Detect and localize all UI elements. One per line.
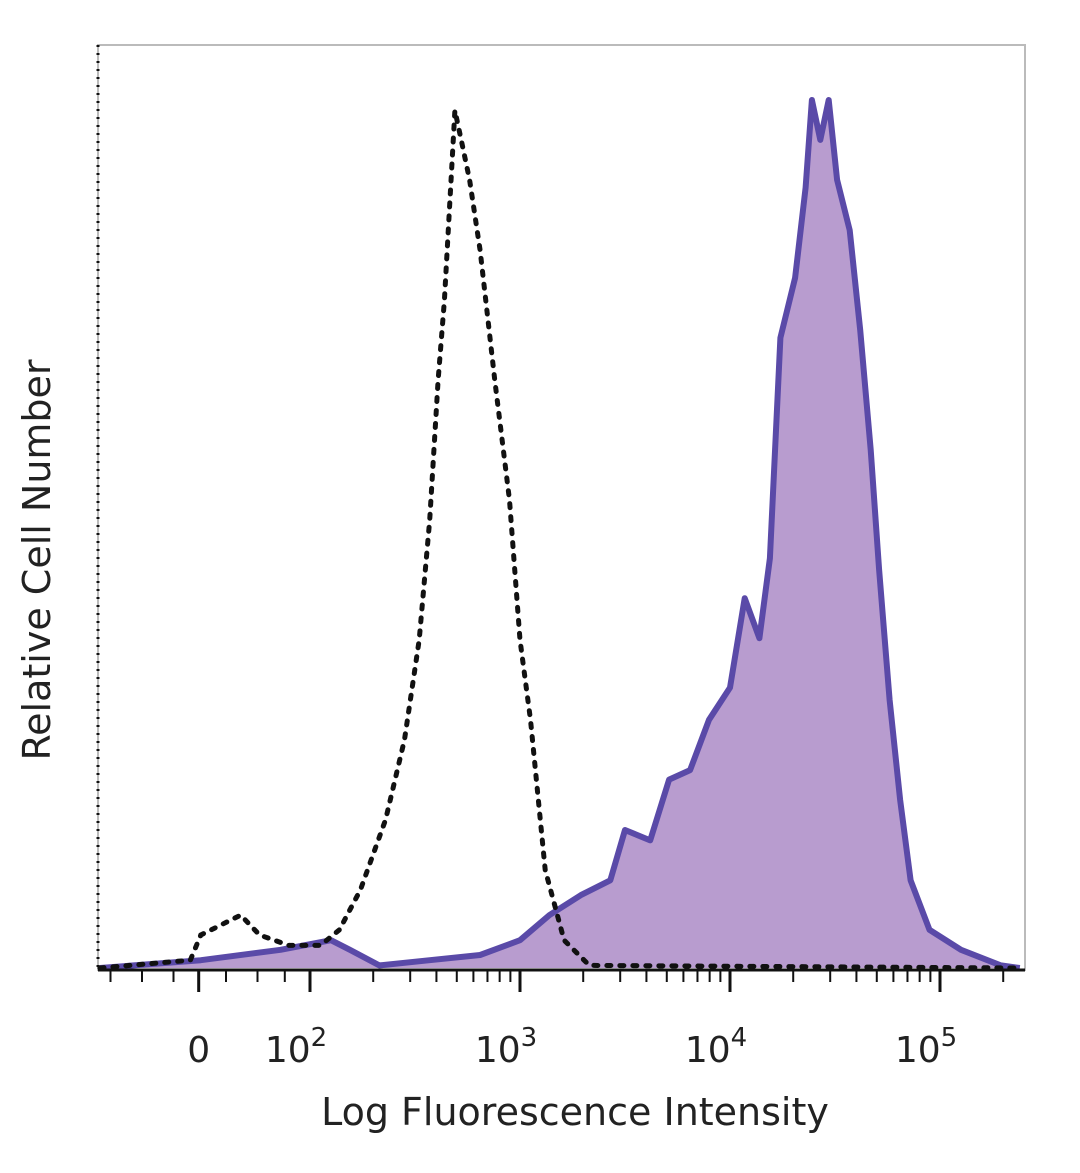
x-tick-label: 103	[475, 1023, 537, 1071]
x-tick-label: 105	[895, 1023, 957, 1071]
x-tick-label: 0	[187, 1030, 210, 1071]
stained-histogram-fill	[100, 100, 1020, 968]
stained-histogram-line	[99, 97, 1021, 971]
x-axis-label: Log Fluorescence Intensity	[321, 1090, 829, 1134]
x-tick-label: 104	[685, 1023, 747, 1071]
isotype-histogram-line	[97, 109, 1023, 971]
x-tick-label: 102	[265, 1023, 327, 1071]
y-axis-label: Relative Cell Number	[15, 359, 59, 760]
